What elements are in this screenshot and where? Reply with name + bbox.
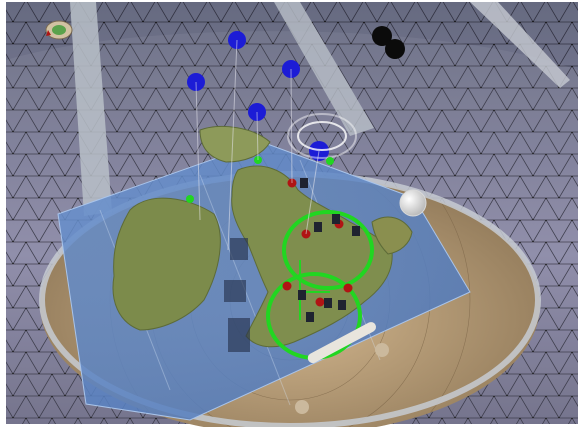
dark-unit[interactable] [306,312,314,322]
land-ireland [112,197,221,331]
dark-unit[interactable] [332,214,340,224]
green-node[interactable] [326,157,334,165]
target-badge-icon[interactable] [45,20,73,40]
shadow-block [230,238,248,260]
shadow-block [228,318,250,352]
red-unit[interactable] [343,283,353,293]
radar-ring [297,121,347,151]
dark-unit[interactable] [298,290,306,300]
pipe-joint [375,343,389,357]
red-unit[interactable] [315,297,325,307]
shadow-block [224,280,246,302]
land-scotland-north [199,125,271,163]
wire-lines [195,39,320,251]
black-marker[interactable] [385,39,405,59]
light-orb [399,189,427,217]
red-unit[interactable] [282,281,292,291]
support-beam-center [274,2,374,136]
dark-unit[interactable] [352,226,360,236]
black-marker[interactable] [372,26,392,46]
radar-ring [287,113,357,159]
dark-unit[interactable] [314,222,322,232]
land-continent [371,216,413,255]
pipe-joint [295,400,309,414]
selection-ring[interactable] [282,210,374,290]
dark-unit[interactable] [324,298,332,308]
floor-pipe [307,322,377,364]
support-beam-right [470,2,570,88]
green-node[interactable] [186,195,194,203]
support-beam-left [70,2,112,216]
dark-unit[interactable] [338,300,346,310]
dark-unit[interactable] [300,178,308,188]
